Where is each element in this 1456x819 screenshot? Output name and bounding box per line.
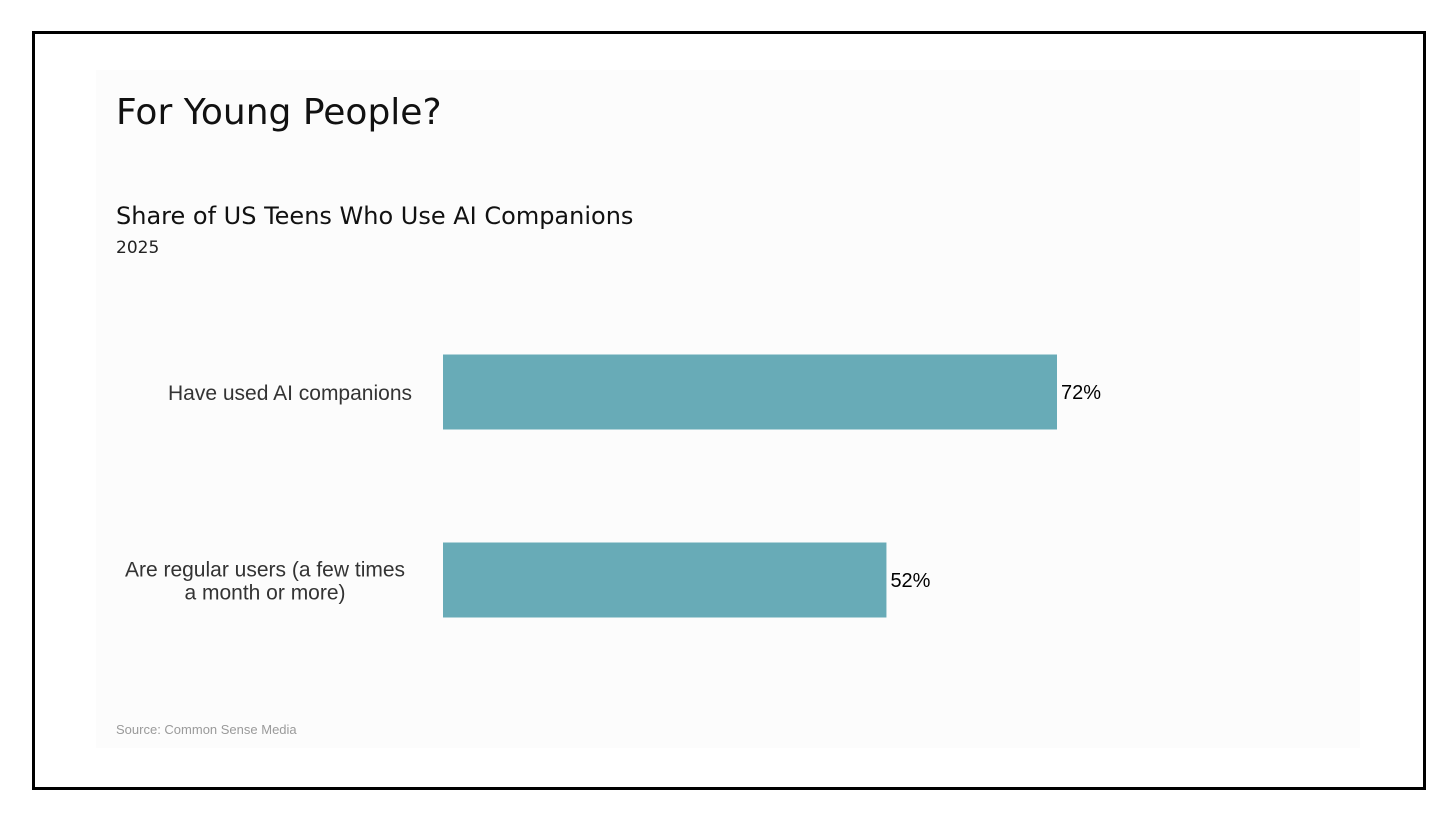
category-label-line: Have used AI companions <box>168 382 412 405</box>
value-label-0: 72% <box>1061 382 1101 404</box>
chart-subtitle: 2025 <box>116 238 160 258</box>
chart-title: Share of US Teens Who Use AI Companions <box>116 202 634 230</box>
bar-0 <box>443 354 1057 430</box>
category-label-line: Are regular users (a few times <box>125 559 405 582</box>
slide-title: For Young People? <box>116 92 442 133</box>
bar-1 <box>443 542 887 618</box>
category-label-line: a month or more) <box>184 582 345 605</box>
category-label-1: Are regular users (a few times a month or… <box>125 559 405 605</box>
source-note: Source: Common Sense Media <box>116 722 297 737</box>
category-label-0: Have used AI companions <box>168 382 412 405</box>
value-label-1: 52% <box>890 570 930 592</box>
